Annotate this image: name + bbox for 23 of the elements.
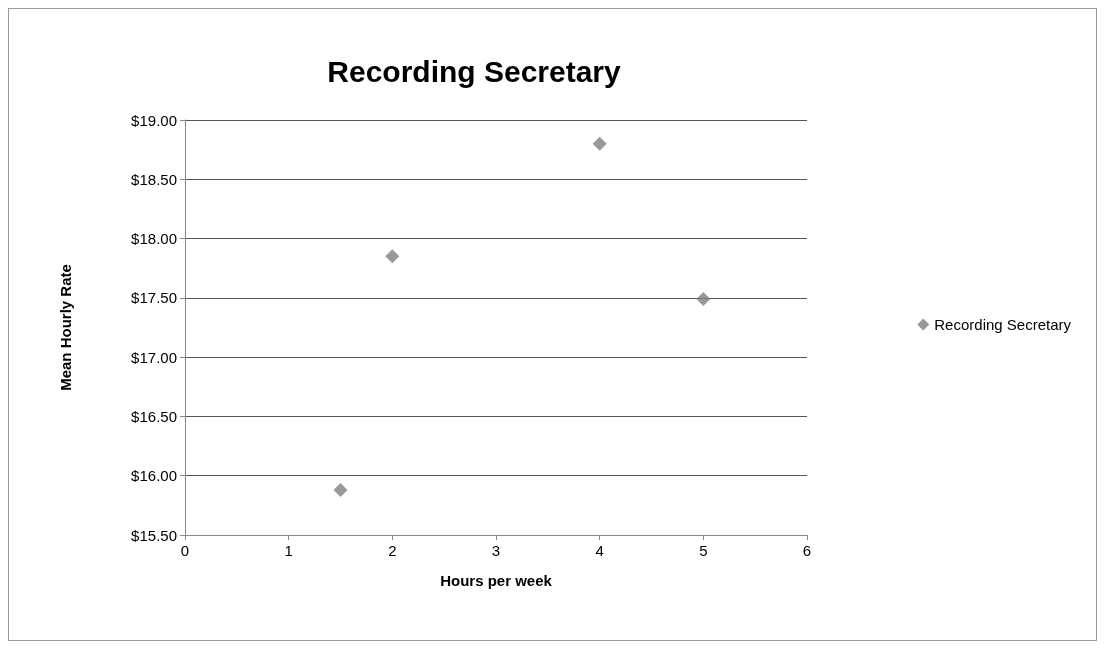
y-tick-label: $18.00 — [131, 230, 177, 248]
point — [696, 292, 711, 307]
x-tick-label: 5 — [699, 542, 708, 559]
x-tick-label: 3 — [491, 542, 501, 559]
point — [333, 482, 348, 497]
x-tick-label: 2 — [388, 542, 397, 559]
legend-label: Recording Secretary — [934, 316, 1072, 333]
x-tick-label: 4 — [595, 542, 604, 559]
y-tick-label: $18.50 — [131, 170, 177, 188]
y-tick-label: $16.00 — [131, 467, 177, 485]
y-tick-label: $17.00 — [131, 348, 177, 366]
x-tick-label: 1 — [284, 542, 293, 559]
x-tick-label: 6 — [802, 542, 812, 559]
y-tick-label: $17.50 — [131, 289, 177, 307]
y-axis-title: Mean Hourly Rate — [57, 264, 74, 391]
point — [592, 136, 607, 151]
point — [385, 249, 400, 264]
x-axis-title: Hours per week — [440, 572, 553, 589]
y-tick-label: $16.50 — [131, 407, 177, 425]
y-tick-label: $15.50 — [131, 526, 177, 544]
y-tick-label: $19.00 — [131, 111, 177, 129]
chart-title: Recording Secretary — [327, 54, 622, 88]
x-tick-label: 0 — [180, 542, 190, 559]
